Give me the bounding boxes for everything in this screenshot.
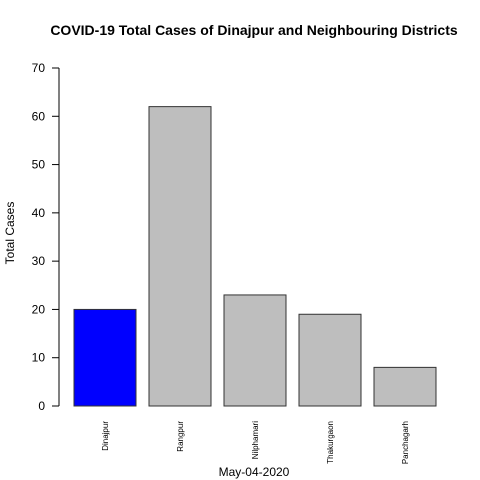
x-tick-labels: Dinajpur Rangpur Nilphamari Thakurgaon Panch… bbox=[101, 421, 410, 464]
x-tick-label: Nilphamari bbox=[251, 421, 260, 459]
bar-dinajpur bbox=[73, 308, 137, 407]
x-axis-label: May-04-2020 bbox=[219, 465, 290, 479]
y-tick-label: 30 bbox=[32, 254, 46, 268]
y-tick-label: 70 bbox=[32, 61, 46, 75]
y-tick-label: 20 bbox=[32, 302, 46, 316]
y-tick-label: 50 bbox=[32, 158, 46, 172]
bar-rangpur bbox=[148, 106, 212, 407]
bar-panchagarh bbox=[373, 366, 437, 407]
x-tick-label: Panchagarh bbox=[401, 421, 410, 464]
chart-title: COVID-19 Total Cases of Dinajpur and Nei… bbox=[50, 22, 458, 38]
x-tick-label: Dinajpur bbox=[101, 421, 110, 451]
y-tick-label: 40 bbox=[32, 206, 46, 220]
y-axis-label: Total Cases bbox=[3, 202, 17, 265]
y-tick-label: 60 bbox=[32, 109, 46, 123]
x-tick-label: Rangpur bbox=[176, 421, 185, 452]
x-tick-label: Thakurgaon bbox=[326, 421, 335, 464]
bars bbox=[73, 106, 437, 407]
y-tick-label: 0 bbox=[38, 399, 45, 413]
y-axis: 0 10 20 30 40 50 60 70 bbox=[32, 61, 60, 413]
y-tick-label: 10 bbox=[32, 351, 46, 365]
bar-thakurgaon bbox=[298, 313, 362, 407]
bar-nilphamari bbox=[223, 294, 287, 407]
